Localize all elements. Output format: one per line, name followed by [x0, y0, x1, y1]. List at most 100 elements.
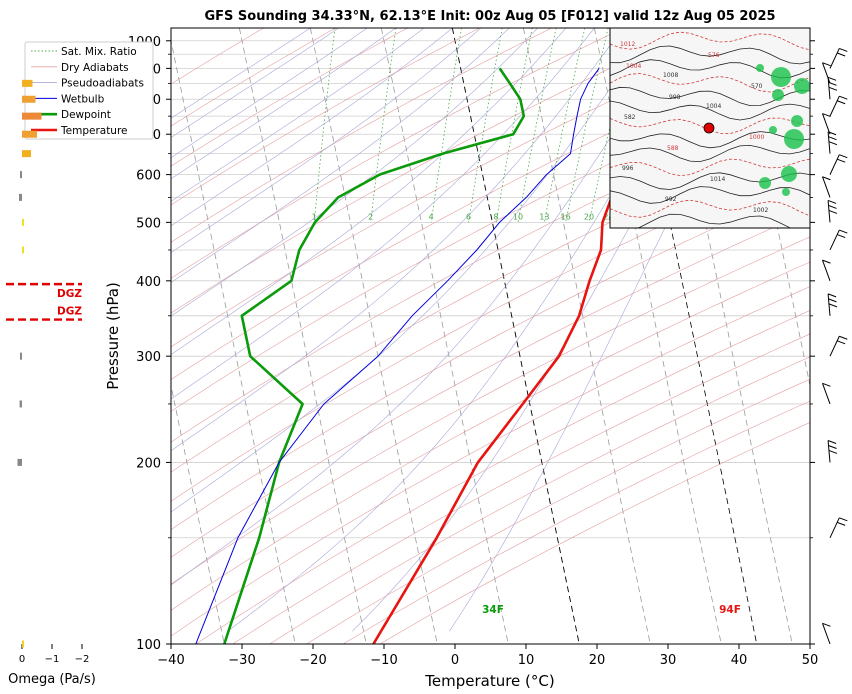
inset-contour-label: 1012 — [620, 41, 635, 48]
wind-barb-flag — [837, 234, 846, 239]
inset-precip — [794, 78, 810, 94]
omega-bar — [22, 79, 33, 87]
mixing-ratio-label: 4 — [429, 212, 434, 221]
inset-contour-label: 1008 — [663, 72, 678, 79]
wind-barb-flag — [839, 229, 848, 234]
legend-entry-label: Temperature — [60, 125, 128, 137]
inset-precip — [769, 126, 777, 134]
wind-barb-staff — [829, 229, 840, 251]
wind-barb-flag — [828, 141, 838, 146]
y-tick-label: 500 — [136, 216, 161, 231]
legend-entry-label: Dry Adiabats — [61, 62, 129, 74]
dry-adiabat-line — [306, 378, 810, 644]
wind-barb — [827, 131, 838, 154]
inset-contour — [610, 199, 810, 218]
isotherm-line — [522, 28, 651, 644]
inset-contour — [610, 144, 810, 163]
inset-precip — [781, 166, 797, 182]
wind-barb-flag — [828, 86, 838, 91]
x-tick-label: 10 — [518, 653, 535, 668]
inset-contour-label: 996 — [622, 165, 634, 172]
plot-frame — [170, 27, 811, 645]
inset-precip — [759, 177, 771, 189]
wind-barb-flag — [828, 204, 837, 209]
isotherm-line — [238, 28, 367, 644]
pseudoadiabat-line — [171, 28, 339, 138]
inset-contour-label: 582 — [624, 114, 636, 121]
mixing-ratio-label: 13 — [539, 212, 549, 221]
wind-barb — [827, 440, 838, 463]
y-tick-label: 400 — [136, 275, 161, 290]
wind-barb-flag — [837, 521, 846, 526]
x-tick-label: −10 — [370, 653, 397, 668]
mixing-ratio-label: 1 — [312, 212, 317, 221]
omega-bar — [22, 130, 37, 138]
wind-barb-flag — [827, 199, 837, 204]
mixing-ratio-line — [430, 28, 462, 223]
mixing-ratio-label: 10 — [513, 212, 523, 221]
isotherm-line — [309, 28, 438, 644]
mixing-ratio-label: 24 — [603, 212, 613, 221]
wind-barb — [822, 382, 831, 405]
x-tick-label: 50 — [802, 653, 819, 668]
inset-contour-label: 1004 — [706, 103, 721, 110]
isotherm-line — [806, 28, 810, 43]
x-tick-label: −40 — [157, 653, 184, 668]
wind-barb-flag — [822, 176, 831, 181]
dry-adiabat-line — [171, 28, 408, 167]
omega-tick-label: −1 — [45, 654, 60, 665]
mixing-ratio-line — [313, 28, 336, 223]
omega-bar — [22, 95, 36, 103]
y-tick-label: 100 — [136, 638, 161, 653]
dewpoint-profile-line — [223, 67, 526, 644]
wind-barb-staff — [829, 154, 840, 175]
wind-barb-flag — [828, 303, 838, 308]
pseudoadiabat-line — [171, 28, 396, 180]
wind-barb-staff — [822, 383, 831, 405]
y-tick-label: 200 — [136, 456, 161, 471]
wind-barb-flag — [839, 47, 848, 52]
inset-contour-label: 1014 — [710, 176, 725, 183]
omega-panel: 0 −1 −2 DGZ DGZ — [6, 79, 89, 665]
pseudoadiabat-line — [171, 28, 425, 202]
wind-barb-staff — [829, 95, 840, 117]
inset-precip — [782, 188, 790, 196]
inset-contour-label: 1004 — [626, 63, 641, 70]
legend: Sat. Mix. Ratio Dry Adiabats Pseudoadiabat… — [24, 41, 154, 140]
pseudoadiabat-line — [171, 28, 453, 227]
x-axis: −40 −30 −20 −10 0 10 20 30 40 50 — [157, 644, 818, 668]
legend-entry-label: Pseudoadiabats — [61, 78, 144, 90]
legend-entry-label: Dewpoint — [61, 109, 111, 121]
dry-adiabat-line — [171, 70, 810, 412]
pseudoadiabat-line — [171, 28, 311, 119]
inset-contour — [610, 172, 810, 190]
wind-barb-staff — [829, 48, 840, 69]
pseudoadiabat-line — [171, 28, 510, 283]
wind-barb-flag — [828, 445, 837, 449]
dry-adiabat-line — [171, 236, 810, 585]
inset-precip — [756, 64, 764, 72]
wind-barb-staff — [822, 62, 831, 84]
wind-barb-staff — [822, 623, 831, 645]
wind-barb — [822, 113, 831, 135]
wind-barb-flag — [839, 335, 848, 340]
inset-contour — [636, 213, 792, 228]
mixing-ratio-line — [370, 28, 397, 223]
inset-precip — [772, 89, 784, 101]
dry-adiabat-line — [171, 210, 810, 558]
wind-barb — [829, 229, 848, 251]
omega-bar — [22, 246, 24, 254]
inset-precip — [791, 115, 803, 127]
x-tick-label: 20 — [589, 653, 606, 668]
pseudoadiabat-line — [171, 28, 482, 253]
omega-bar — [22, 150, 31, 158]
wind-barb — [822, 259, 831, 281]
wetbulb-profile-line — [195, 68, 600, 644]
wind-barb-flag — [828, 298, 837, 303]
dry-adiabat-line — [269, 356, 810, 644]
wind-barb-flag — [837, 52, 846, 57]
wind-barb — [829, 47, 848, 69]
inset-contour — [610, 100, 810, 121]
x-tick-label: −20 — [299, 653, 326, 668]
